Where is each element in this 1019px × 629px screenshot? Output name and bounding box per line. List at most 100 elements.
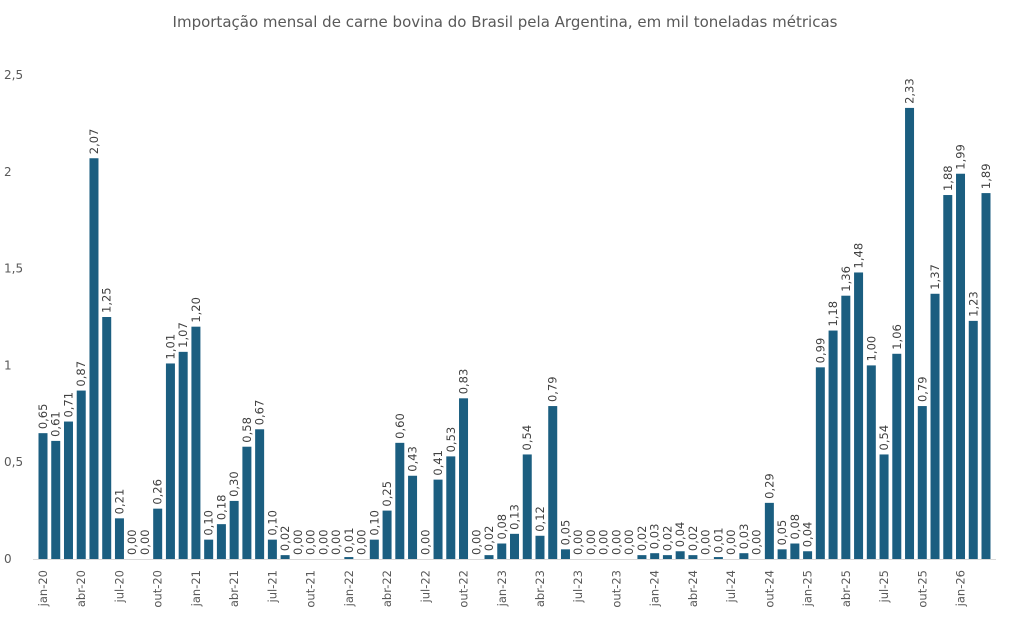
bar-abr-25 [841, 295, 851, 559]
bar-mar-24 [675, 551, 685, 559]
bar-fev-25 [815, 367, 825, 559]
data-label: 1,20 [189, 297, 203, 323]
data-label: 1,06 [890, 324, 904, 350]
bar-jun-24 [713, 557, 723, 559]
bar-jan-21 [191, 326, 201, 559]
data-label: 0,10 [367, 510, 381, 536]
data-label: 1,25 [100, 287, 114, 313]
data-label: 0,67 [253, 400, 267, 426]
data-label: 0,79 [915, 376, 929, 402]
data-label: 1,88 [941, 165, 955, 191]
bar-dez-20 [178, 351, 188, 559]
data-label: 0,00 [571, 529, 585, 555]
data-label: 1,00 [864, 336, 878, 362]
x-tick-label: abr-21 [227, 570, 241, 607]
bar-mai-20 [89, 158, 99, 560]
bar-jun-21 [255, 429, 265, 559]
bar-out-20 [153, 508, 163, 559]
data-label: 0,03 [648, 524, 662, 550]
bar-abr-24 [688, 555, 698, 559]
data-label: 0,01 [711, 527, 725, 553]
bar-mai-22 [395, 442, 405, 559]
data-labels: 0,650,610,710,872,071,250,210,000,000,26… [36, 78, 993, 555]
data-label: 0,02 [482, 526, 496, 552]
bar-out-25 [917, 406, 927, 559]
data-label: 0,10 [265, 510, 279, 536]
data-label: 0,13 [508, 504, 522, 530]
data-label: 0,00 [304, 529, 318, 555]
bar-dez-25 [943, 195, 953, 560]
data-label: 0,12 [533, 506, 547, 532]
data-label: 0,43 [406, 446, 420, 472]
bar-set-22 [446, 456, 456, 559]
bar-fev-23 [510, 533, 519, 559]
data-label: 0,83 [457, 369, 471, 395]
chart-title: Importação mensal de carne bovina do Bra… [173, 13, 838, 31]
bar-dez-23 [637, 555, 647, 559]
bar-jun-25 [866, 365, 876, 559]
y-tick-label: 1 [4, 358, 12, 372]
data-label: 0,04 [673, 522, 687, 548]
x-axis: jan-20 abr-20 jul-20 out-20 jan-21 abr-21 jul-… [36, 570, 968, 608]
data-label: 0,25 [380, 481, 394, 507]
bar-dez-22 [484, 555, 494, 559]
bar-mar-23 [522, 454, 532, 559]
bar-nov-20 [165, 363, 175, 559]
data-label: 0,00 [597, 529, 611, 555]
bar-jan-25 [803, 551, 813, 559]
bar-nov-24 [777, 549, 787, 559]
x-tick-label: out-24 [762, 570, 776, 608]
data-label: 0,00 [750, 529, 764, 555]
data-label: 0,08 [788, 514, 802, 540]
bar-mai-25 [854, 272, 864, 559]
x-tick-label: jan-26 [954, 570, 968, 607]
data-label: 0,99 [813, 338, 827, 364]
data-label: 0,04 [801, 522, 815, 548]
bar-jul-25 [879, 454, 889, 559]
data-label: 0,53 [444, 427, 458, 453]
x-tick-label: out-20 [151, 570, 165, 608]
bar-dez-24 [790, 543, 800, 559]
bar-ago-24 [739, 553, 749, 559]
data-label: 0,00 [418, 529, 432, 555]
bar-mai-23 [548, 406, 558, 559]
x-tick-label: out-23 [609, 570, 623, 608]
y-tick-label: 2,5 [4, 68, 23, 82]
x-tick-label: abr-24 [686, 570, 700, 607]
data-label: 1,18 [826, 301, 840, 327]
x-tick-label: jan-25 [801, 570, 815, 607]
x-tick-label: abr-22 [380, 570, 394, 607]
y-tick-label: 0,5 [4, 455, 23, 469]
bar-mar-21 [216, 524, 226, 559]
data-label: 0,05 [558, 520, 572, 546]
x-tick-label: abr-25 [839, 570, 853, 607]
bar-abr-20 [76, 390, 86, 559]
data-label: 0,00 [125, 529, 139, 555]
bar-jan-22 [344, 557, 354, 559]
data-label: 1,07 [176, 322, 190, 348]
data-label: 0,71 [61, 392, 75, 418]
data-label: 0,02 [635, 526, 649, 552]
bar-out-22 [459, 398, 469, 559]
x-tick-label: jul-24 [724, 570, 738, 603]
x-tick-label: jul-20 [112, 570, 126, 603]
bar-mar-26 [981, 193, 991, 559]
data-label: 0,05 [775, 520, 789, 546]
bar-jan-20 [38, 433, 48, 559]
data-label: 0,00 [355, 529, 369, 555]
bar-fev-20 [51, 440, 61, 559]
data-label: 0,26 [151, 479, 165, 505]
data-label: 1,01 [163, 334, 177, 360]
data-label: 2,07 [87, 129, 101, 155]
data-label: 0,02 [660, 526, 674, 552]
data-label: 0,18 [214, 495, 228, 521]
x-tick-label: jan-23 [495, 570, 509, 607]
data-label: 0,00 [724, 529, 738, 555]
data-label: 0,02 [686, 526, 700, 552]
y-tick-label: 2 [4, 165, 12, 179]
data-label: 1,23 [966, 291, 980, 317]
data-label: 0,00 [469, 529, 483, 555]
x-tick-label: jan-22 [342, 570, 356, 607]
data-label: 2,33 [903, 78, 917, 104]
